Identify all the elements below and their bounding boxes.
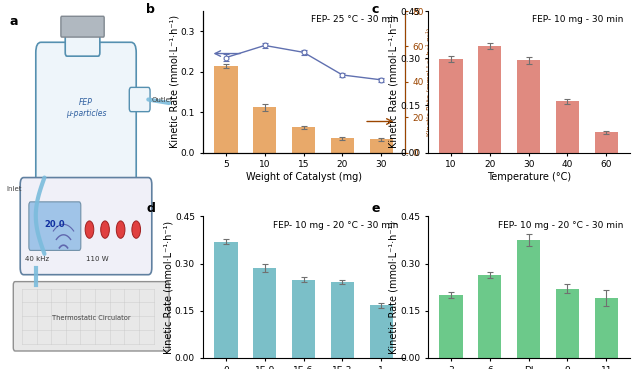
FancyBboxPatch shape <box>66 28 100 56</box>
Y-axis label: Kinetic Rate (mmol·L⁻¹·h⁻¹·g⁻¹): Kinetic Rate (mmol·L⁻¹·h⁻¹·g⁻¹) <box>425 28 432 136</box>
Circle shape <box>116 221 125 238</box>
Circle shape <box>132 221 141 238</box>
Text: d: d <box>146 202 155 215</box>
Text: c: c <box>371 3 378 15</box>
Text: Inlet: Inlet <box>6 186 22 192</box>
FancyBboxPatch shape <box>29 202 81 251</box>
Bar <box>253 107 277 153</box>
Bar <box>331 282 354 358</box>
Text: a: a <box>10 14 18 28</box>
Text: 110 W: 110 W <box>86 256 109 262</box>
Bar <box>292 280 315 358</box>
Bar <box>214 242 237 358</box>
Circle shape <box>100 221 109 238</box>
FancyBboxPatch shape <box>20 177 152 275</box>
Text: FEP- 25 °C - 30 min: FEP- 25 °C - 30 min <box>311 15 399 24</box>
Text: b: b <box>146 3 155 15</box>
Bar <box>439 59 462 153</box>
Y-axis label: Kinetic Rate (mmol·L⁻¹·h⁻¹): Kinetic Rate (mmol·L⁻¹·h⁻¹) <box>163 221 174 354</box>
FancyBboxPatch shape <box>61 16 104 37</box>
FancyBboxPatch shape <box>36 42 136 188</box>
Y-axis label: Kinetic Rate (mmol·L⁻¹·h⁻¹): Kinetic Rate (mmol·L⁻¹·h⁻¹) <box>389 221 399 354</box>
X-axis label: Temperature (°C): Temperature (°C) <box>487 172 570 182</box>
Bar <box>478 46 501 153</box>
Y-axis label: Kinetic Rate (mmol·L⁻¹·h⁻¹): Kinetic Rate (mmol·L⁻¹·h⁻¹) <box>169 15 179 148</box>
FancyBboxPatch shape <box>129 87 150 112</box>
Bar <box>556 289 579 358</box>
Text: e: e <box>371 202 380 215</box>
Bar <box>478 275 501 358</box>
Bar <box>253 268 277 358</box>
Y-axis label: Kinetic Rate (mmol·L⁻¹·h⁻¹): Kinetic Rate (mmol·L⁻¹·h⁻¹) <box>389 15 399 148</box>
Text: FEP- 10 mg - 20 °C - 30 min: FEP- 10 mg - 20 °C - 30 min <box>273 221 399 230</box>
Bar <box>370 139 393 153</box>
Bar <box>517 61 541 153</box>
Bar <box>517 240 541 358</box>
Bar <box>595 132 618 153</box>
Text: 20.0: 20.0 <box>45 220 65 229</box>
Bar <box>439 295 462 358</box>
Text: FEP- 10 mg - 30 min: FEP- 10 mg - 30 min <box>532 15 623 24</box>
X-axis label: Weight of Catalyst (mg): Weight of Catalyst (mg) <box>245 172 362 182</box>
Text: Outlet: Outlet <box>152 97 174 103</box>
Bar <box>370 305 393 358</box>
Bar <box>292 127 315 153</box>
Bar <box>595 298 618 358</box>
Bar <box>331 138 354 153</box>
Circle shape <box>85 221 93 238</box>
Text: 40 kHz: 40 kHz <box>25 256 50 262</box>
Bar <box>556 101 579 153</box>
Text: FEP- 10 mg - 20 °C - 30 min: FEP- 10 mg - 20 °C - 30 min <box>498 221 623 230</box>
FancyBboxPatch shape <box>13 282 169 351</box>
Bar <box>214 66 237 153</box>
Text: Thermostatic Circulator: Thermostatic Circulator <box>52 315 130 321</box>
Text: FEP
μ-particles: FEP μ-particles <box>66 99 106 118</box>
